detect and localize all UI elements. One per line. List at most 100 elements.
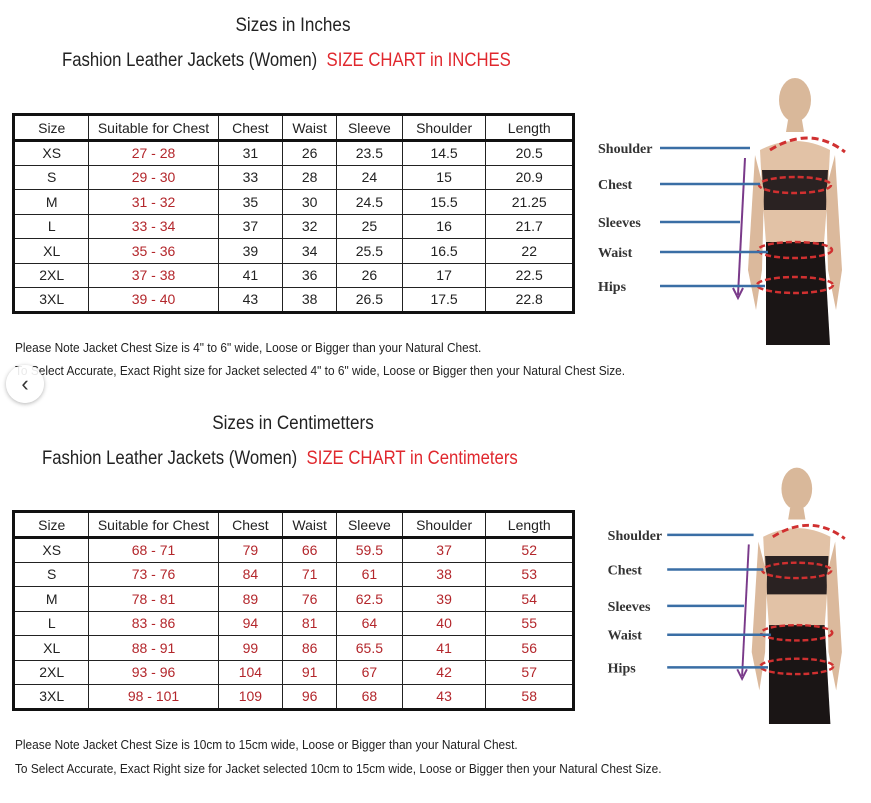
table-cell: 37 [401, 537, 487, 563]
column-header: Shoulder [401, 511, 487, 539]
table-cell: XS [12, 537, 90, 563]
head [779, 78, 811, 122]
table-cell: 94 [217, 610, 284, 636]
table-cell: 30 [282, 189, 338, 215]
table-row: XL 35 - 36 39 34 25.5 16.5 22 [12, 238, 574, 264]
table-cell: 79 [217, 537, 284, 563]
table-cell: 57 [485, 659, 574, 685]
table-cell: 78 - 81 [88, 586, 219, 612]
table-cell: 35 - 36 [88, 238, 219, 264]
figure-label-sleeves: Sleeves [608, 600, 651, 615]
subtitle-red: SIZE CHART in Centimeters [306, 448, 518, 469]
table-cell: 39 [217, 238, 284, 264]
table-cell: 81 [282, 610, 338, 636]
table-cell: 22.8 [485, 287, 574, 313]
table-row: L 83 - 86 94 81 64 40 55 [12, 610, 574, 636]
table-cell: 98 - 101 [88, 684, 219, 710]
head [781, 467, 813, 510]
table-cell: 41 [217, 262, 284, 288]
table-cell: 62.5 [336, 586, 403, 612]
table-cell: 65.5 [336, 635, 403, 661]
figure-label-shoulder: Shoulder [598, 142, 652, 157]
table-cell: 20.5 [485, 140, 574, 166]
subtitle-text: Fashion Leather Jackets (Women) [62, 50, 318, 71]
table-cell: 17.5 [401, 287, 487, 313]
figure-label-sleeves: Sleeves [598, 216, 641, 231]
table-cell: 61 [336, 561, 403, 587]
table-cell: 40 [401, 610, 487, 636]
table-cell: 59.5 [336, 537, 403, 563]
table-cell: L [12, 610, 90, 636]
table-cell: 3XL [12, 684, 90, 710]
table-cell: XL [12, 635, 90, 661]
table-cell: 32 [282, 213, 338, 239]
table-cell: 28 [282, 164, 338, 190]
table-cell: 22 [485, 238, 574, 264]
table-cell: 17 [401, 262, 487, 288]
table-cell: 26 [336, 262, 403, 288]
table-cell: 37 - 38 [88, 262, 219, 288]
table-cell: 43 [217, 287, 284, 313]
chevron-left-icon: ‹ [21, 371, 29, 396]
table-cell: 15.5 [401, 189, 487, 215]
table-cell: 84 [217, 561, 284, 587]
table-cell: L [12, 213, 90, 239]
table-cell: 15 [401, 164, 487, 190]
table-row: 3XL 98 - 101 109 96 68 43 58 [12, 684, 574, 710]
table-cell: 68 - 71 [88, 537, 219, 563]
table-cell: 14.5 [401, 140, 487, 166]
table-cell: 55 [485, 610, 574, 636]
table-row: S 29 - 30 33 28 24 15 20.9 [12, 164, 574, 190]
table-cell: 23.5 [336, 140, 403, 166]
column-header: Length [485, 114, 574, 142]
table-cell: 99 [217, 635, 284, 661]
cm-note-1: Please Note Jacket Chest Size is 10cm to… [15, 737, 518, 752]
table-cell: 86 [282, 635, 338, 661]
table-cell: 31 - 32 [88, 189, 219, 215]
table-row: 2XL 93 - 96 104 91 67 42 57 [12, 659, 574, 685]
column-header: Size [12, 114, 90, 142]
cm-size-table: Size Suitable for Chest Chest Waist Sleeve Sh… [12, 510, 575, 711]
table-cell: 33 - 34 [88, 213, 219, 239]
table-cell: 16 [401, 213, 487, 239]
table-cell: 67 [336, 659, 403, 685]
table-cell: 3XL [12, 287, 90, 313]
column-header: Chest [217, 511, 284, 539]
table-cell: 91 [282, 659, 338, 685]
carousel-prev-button[interactable]: ‹ [6, 365, 44, 403]
cm-subtitle: Fashion Leather Jackets (Women) SIZE CHA… [42, 448, 518, 470]
table-cell: 104 [217, 659, 284, 685]
table-cell: 24 [336, 164, 403, 190]
table-cell: 53 [485, 561, 574, 587]
measurement-figure-cm: Shoulder Chest Sleeves Waist Hips [608, 467, 846, 724]
table-row: M 78 - 81 89 76 62.5 39 54 [12, 586, 574, 612]
measurement-figure-inches: Shoulder Chest Sleeves Waist Hips [598, 78, 846, 345]
table-cell: 88 - 91 [88, 635, 219, 661]
table-cell: 73 - 76 [88, 561, 219, 587]
table-cell: 22.5 [485, 262, 574, 288]
table-row: XS 68 - 71 79 66 59.5 37 52 [12, 537, 574, 563]
table-cell: XS [12, 140, 90, 166]
table-cell: 89 [217, 586, 284, 612]
table-cell: S [12, 561, 90, 587]
table-cell: 31 [217, 140, 284, 166]
figure-label-hips: Hips [608, 661, 637, 676]
table-cell: 25 [336, 213, 403, 239]
table-cell: 66 [282, 537, 338, 563]
header-row: Size Suitable for Chest Chest Waist Sleeve Sh… [12, 114, 574, 142]
table-cell: XL [12, 238, 90, 264]
table-cell: 58 [485, 684, 574, 710]
table-cell: 33 [217, 164, 284, 190]
table-cell: 109 [217, 684, 284, 710]
table-row: 3XL 39 - 40 43 38 26.5 17.5 22.8 [12, 287, 574, 313]
table-cell: 2XL [12, 262, 90, 288]
column-header: Suitable for Chest [88, 114, 219, 142]
table-cell: 41 [401, 635, 487, 661]
table-cell: 56 [485, 635, 574, 661]
column-header: Waist [282, 114, 338, 142]
table-row: S 73 - 76 84 71 61 38 53 [12, 561, 574, 587]
table-cell: 39 - 40 [88, 287, 219, 313]
table-cell: 93 - 96 [88, 659, 219, 685]
table-row: XS 27 - 28 31 26 23.5 14.5 20.5 [12, 140, 574, 166]
column-header: Size [12, 511, 90, 539]
